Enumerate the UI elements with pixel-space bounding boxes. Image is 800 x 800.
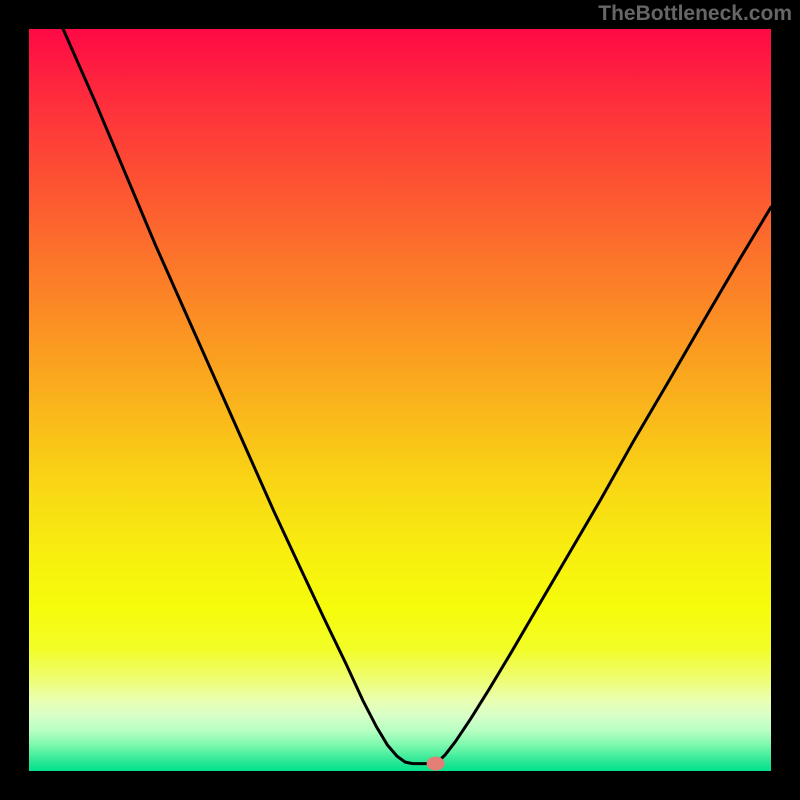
plot-background bbox=[29, 29, 771, 771]
watermark-text: TheBottleneck.com bbox=[598, 2, 792, 26]
optimum-marker bbox=[427, 757, 445, 771]
bottleneck-chart bbox=[0, 0, 800, 800]
